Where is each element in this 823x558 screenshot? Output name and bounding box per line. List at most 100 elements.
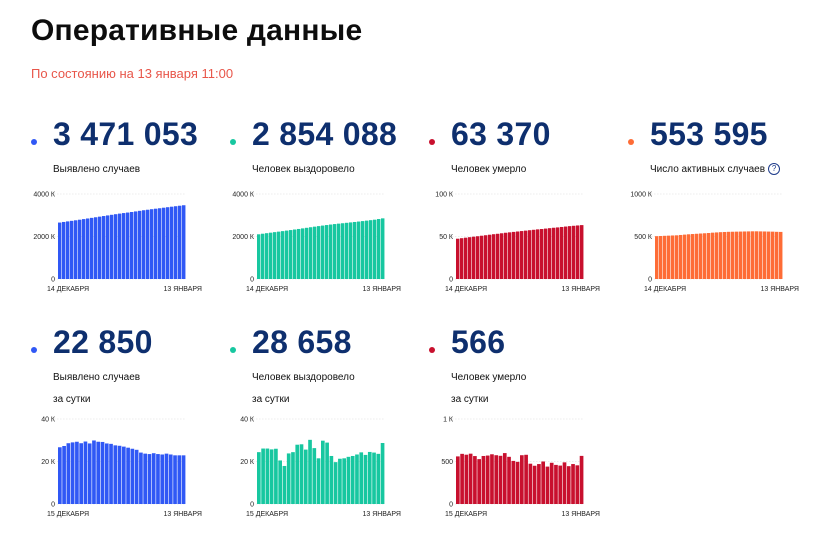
stat-value: 566 <box>451 324 506 360</box>
chart-bar <box>118 213 122 279</box>
y-tick-label: 20 К <box>41 459 56 466</box>
chart-bar <box>349 222 353 279</box>
chart-bar <box>285 230 289 279</box>
chart-bar <box>687 234 691 279</box>
chart-bar <box>139 452 143 504</box>
chart-bar <box>571 464 575 504</box>
chart-bar <box>695 233 699 279</box>
chart-bar <box>303 449 308 504</box>
chart-bar <box>78 219 82 279</box>
y-tick-label: 100 К <box>435 192 454 199</box>
bar-chart: 4000 К 2000 К 0 14 ДЕКАБРЯ 13 ЯНВАРЯ <box>33 192 202 294</box>
chart-bar <box>162 207 166 279</box>
chart-bar <box>333 224 337 279</box>
bullet-dot-icon <box>31 139 37 145</box>
chart-bar <box>173 455 177 504</box>
chart-bar <box>363 454 368 504</box>
chart-bar <box>711 232 715 279</box>
chart-bar <box>273 232 277 279</box>
stat-label-line: за сутки <box>53 394 91 405</box>
chart-bar <box>715 232 719 279</box>
chart-bar <box>566 466 571 504</box>
chart-bar <box>541 461 545 504</box>
page-title: Оперативные данные <box>31 14 363 47</box>
chart-bar <box>74 220 78 279</box>
stat-label: Человек умерло <box>451 159 526 181</box>
chart-bar <box>376 453 381 504</box>
chart-bar <box>476 236 480 279</box>
chart-bar <box>277 231 281 279</box>
chart-bar <box>490 454 494 504</box>
chart-bar <box>98 216 102 279</box>
chart-bar <box>106 215 110 279</box>
chart-bar <box>122 446 126 504</box>
chart-bar <box>520 231 524 279</box>
chart-bar <box>511 460 516 504</box>
stat-card: 566 Человек умерло за сутки 1 К 500 0 15 ДЕКАБ… <box>429 320 619 520</box>
bar-chart: 40 К 20 К 0 15 ДЕКАБРЯ 13 ЯНВАРЯ <box>240 417 401 519</box>
chart-bar <box>460 453 464 504</box>
chart-bar <box>663 235 667 279</box>
chart-bar <box>373 219 377 279</box>
chart-bar <box>321 440 325 504</box>
chart-bar <box>312 448 317 504</box>
chart-bar <box>456 238 460 279</box>
help-icon[interactable]: ? <box>768 163 781 175</box>
chart-bar <box>154 208 158 279</box>
chart-bar <box>337 223 341 279</box>
chart-bar <box>477 459 481 504</box>
chart-bar <box>564 226 568 279</box>
stat-value: 2 854 088 <box>252 116 398 152</box>
bar-chart: 1 К 500 0 15 ДЕКАБРЯ 13 ЯНВАРЯ <box>441 417 600 519</box>
y-tick-label: 500 <box>441 459 453 466</box>
chart-bar <box>338 458 342 504</box>
chart-bar <box>532 465 537 504</box>
chart-bar <box>494 455 499 504</box>
chart-bar <box>548 228 552 279</box>
chart-bar <box>763 231 767 279</box>
stat-label-line: Выявлено случаев <box>53 164 141 175</box>
chart-bar <box>562 462 567 504</box>
chart-bar <box>536 229 540 279</box>
chart-bar <box>576 225 580 279</box>
chart-bar <box>464 237 468 279</box>
y-tick-label: 0 <box>51 502 55 509</box>
y-tick-label: 1 К <box>443 417 454 424</box>
chart-bar <box>655 236 659 279</box>
stat-label-line: Человек умерло <box>451 164 527 175</box>
chart-bar <box>502 453 507 504</box>
chart-bar <box>269 449 274 504</box>
x-start-label: 14 ДЕКАБРЯ <box>47 286 89 293</box>
chart-bar <box>168 454 173 504</box>
chart-bar <box>353 221 357 279</box>
chart-bar <box>747 231 751 279</box>
chart-bar <box>66 443 71 504</box>
chart-bar <box>779 231 783 279</box>
chart-bar <box>484 235 488 279</box>
chart-bar <box>528 230 532 279</box>
chart-bar <box>70 220 74 279</box>
chart-bar <box>282 465 287 504</box>
chart-bar <box>667 235 671 279</box>
chart-bar <box>102 216 106 279</box>
status-timestamp: По состоянию на 13 января 11:00 <box>31 66 234 81</box>
chart-bar <box>731 231 735 279</box>
chart-bar <box>309 227 313 279</box>
chart-bar <box>473 456 477 504</box>
chart-bar <box>134 449 139 504</box>
chart-bar <box>540 229 544 279</box>
chart-bar <box>295 444 300 504</box>
chart-bar <box>156 454 160 504</box>
chart-bar <box>380 443 385 504</box>
y-tick-label: 2000 К <box>232 234 255 241</box>
chart-bar <box>532 229 536 279</box>
stat-label-line: Человек умерло <box>451 372 527 383</box>
chart-bar <box>468 453 473 504</box>
stat-label: Выявлено случаев <box>53 159 140 181</box>
chart-bar <box>556 227 560 279</box>
chart-bar <box>575 465 580 504</box>
y-tick-label: 40 К <box>240 417 255 424</box>
chart-bar <box>472 236 476 279</box>
chart-bar <box>524 454 528 504</box>
chart-bar <box>699 233 703 279</box>
